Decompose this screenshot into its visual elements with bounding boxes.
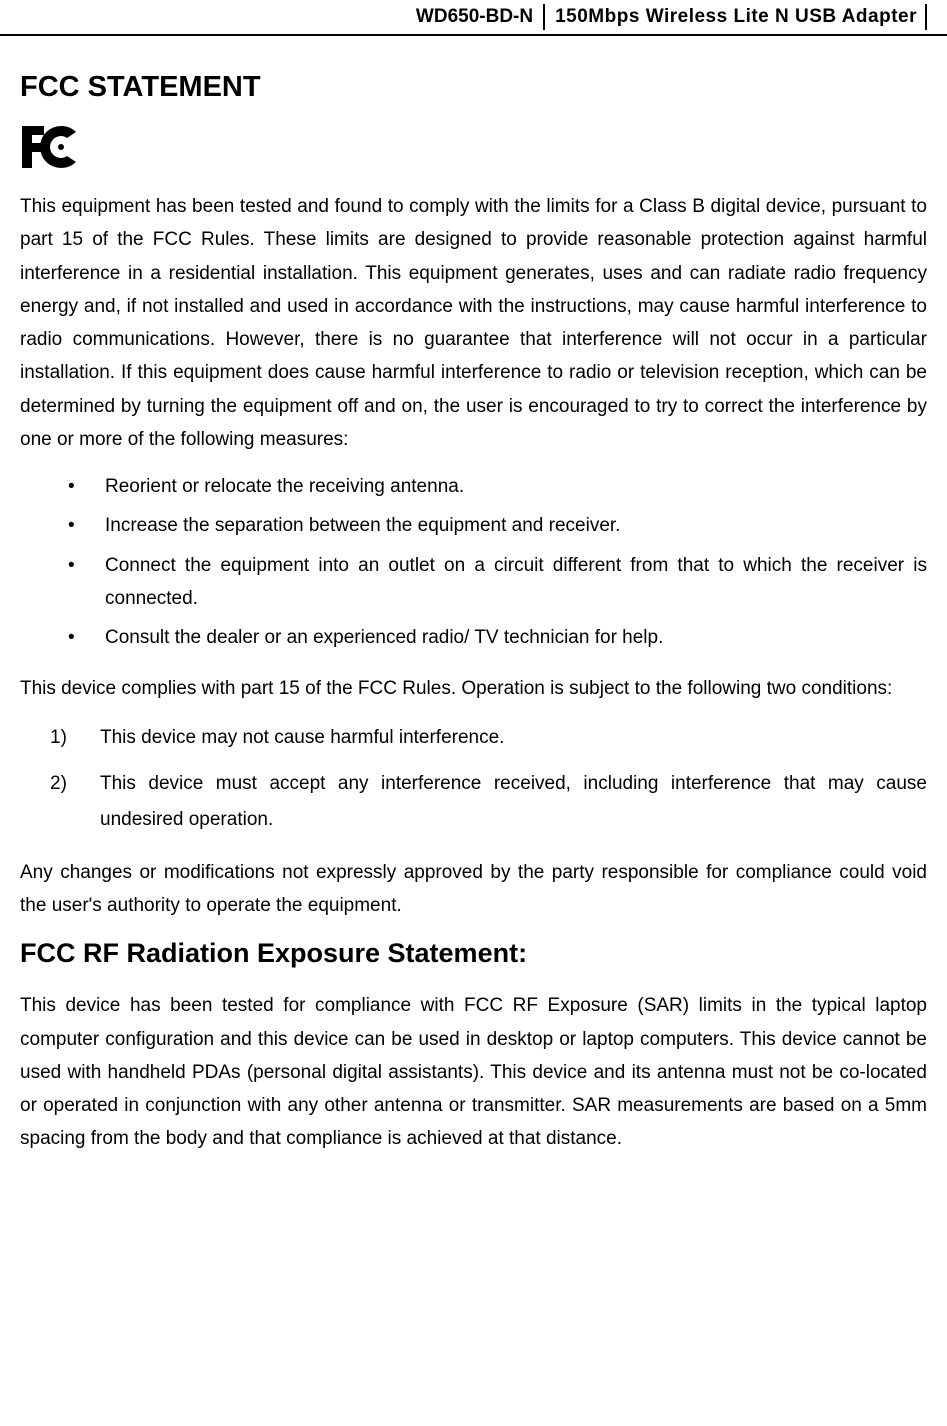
header-product: 150Mbps Wireless Lite N USB Adapter xyxy=(543,4,927,30)
fcc-logo-icon xyxy=(20,122,80,172)
conditions-list: 1) This device may not cause harmful inte… xyxy=(20,720,927,838)
list-item: Connect the equipment into an outlet on … xyxy=(20,549,927,616)
list-text: This device must accept any interference… xyxy=(100,773,927,830)
page-content: FCC STATEMENT This equipment has been te… xyxy=(0,36,947,1200)
page-header: WD650-BD-N 150Mbps Wireless Lite N USB A… xyxy=(0,0,947,36)
fcc-statement-title: FCC STATEMENT xyxy=(20,71,927,104)
fcc-paragraph-1: This equipment has been tested and found… xyxy=(20,190,927,456)
fcc-rf-title: FCC RF Radiation Exposure Statement: xyxy=(20,938,927,969)
list-number: 1) xyxy=(50,720,67,756)
fcc-paragraph-3: Any changes or modifications not express… xyxy=(20,856,927,923)
fcc-paragraph-2: This device complies with part 15 of the… xyxy=(20,672,927,705)
measures-list: Reorient or relocate the receiving anten… xyxy=(20,470,927,654)
list-item: Increase the separation between the equi… xyxy=(20,509,927,542)
list-item: Reorient or relocate the receiving anten… xyxy=(20,470,927,503)
list-text: This device may not cause harmful interf… xyxy=(100,727,504,748)
list-item: Consult the dealer or an experienced rad… xyxy=(20,621,927,654)
fcc-rf-paragraph: This device has been tested for complian… xyxy=(20,989,927,1155)
list-number: 2) xyxy=(50,766,67,802)
header-model: WD650-BD-N xyxy=(416,6,543,28)
list-item: 2) This device must accept any interferen… xyxy=(20,766,927,838)
list-item: 1) This device may not cause harmful inte… xyxy=(20,720,927,756)
